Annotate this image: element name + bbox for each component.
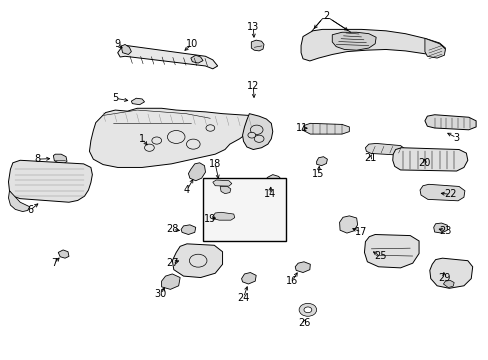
Polygon shape <box>424 39 445 58</box>
Text: 16: 16 <box>285 276 298 286</box>
Text: 22: 22 <box>443 189 456 199</box>
Polygon shape <box>58 250 69 258</box>
Text: 8: 8 <box>34 154 40 164</box>
Polygon shape <box>131 98 144 105</box>
Polygon shape <box>172 244 222 278</box>
Polygon shape <box>212 212 234 220</box>
Text: 12: 12 <box>246 81 259 91</box>
Circle shape <box>250 125 263 134</box>
Text: 9: 9 <box>114 40 121 49</box>
Text: 30: 30 <box>154 289 166 299</box>
Polygon shape <box>301 30 445 61</box>
Polygon shape <box>121 44 131 54</box>
Polygon shape <box>220 186 230 194</box>
Text: 4: 4 <box>183 185 190 195</box>
Circle shape <box>254 135 264 142</box>
Polygon shape <box>260 175 284 206</box>
Polygon shape <box>365 143 405 155</box>
Circle shape <box>152 137 161 144</box>
Text: 19: 19 <box>204 214 216 224</box>
Bar <box>47 176 58 187</box>
Text: 1: 1 <box>139 134 145 144</box>
Text: 7: 7 <box>51 258 57 268</box>
Polygon shape <box>364 234 418 268</box>
Polygon shape <box>443 280 453 288</box>
Text: 11: 11 <box>295 123 307 133</box>
Polygon shape <box>302 123 348 134</box>
Text: 5: 5 <box>112 93 118 103</box>
Polygon shape <box>118 45 217 69</box>
Text: 15: 15 <box>312 168 324 179</box>
Polygon shape <box>188 163 205 181</box>
Text: 10: 10 <box>185 40 198 49</box>
Text: 13: 13 <box>246 22 259 32</box>
Text: 29: 29 <box>437 273 449 283</box>
Text: 25: 25 <box>373 251 386 261</box>
Circle shape <box>144 144 154 151</box>
Polygon shape <box>316 157 327 166</box>
Polygon shape <box>89 108 259 167</box>
Text: 3: 3 <box>453 133 459 143</box>
Polygon shape <box>241 273 256 284</box>
Bar <box>64 176 75 187</box>
Polygon shape <box>8 191 30 212</box>
Circle shape <box>205 125 214 131</box>
Polygon shape <box>53 154 67 163</box>
Bar <box>203 178 285 241</box>
Polygon shape <box>339 216 357 233</box>
Polygon shape <box>392 148 467 171</box>
Polygon shape <box>161 274 180 289</box>
Polygon shape <box>331 32 375 50</box>
Text: 28: 28 <box>166 225 178 234</box>
Text: 24: 24 <box>237 293 249 303</box>
Polygon shape <box>212 180 231 186</box>
Text: 6: 6 <box>27 206 33 216</box>
Circle shape <box>299 303 316 316</box>
Polygon shape <box>190 55 203 63</box>
Circle shape <box>186 139 200 149</box>
Text: 2: 2 <box>323 11 329 21</box>
Polygon shape <box>242 114 272 149</box>
Polygon shape <box>419 184 464 201</box>
Text: 21: 21 <box>364 153 376 163</box>
Polygon shape <box>424 115 475 130</box>
Polygon shape <box>429 258 472 288</box>
Polygon shape <box>295 262 310 273</box>
Text: 20: 20 <box>418 158 430 168</box>
Polygon shape <box>181 225 195 234</box>
Polygon shape <box>433 223 447 233</box>
Bar <box>30 176 41 187</box>
Text: 26: 26 <box>297 318 309 328</box>
Circle shape <box>247 132 255 138</box>
Text: 27: 27 <box>166 258 178 268</box>
Polygon shape <box>8 160 92 202</box>
Text: 14: 14 <box>263 189 275 199</box>
Circle shape <box>304 307 311 313</box>
Circle shape <box>189 254 206 267</box>
Text: 23: 23 <box>438 226 450 236</box>
Text: 17: 17 <box>355 227 367 237</box>
Text: 18: 18 <box>209 159 221 169</box>
Circle shape <box>167 131 184 143</box>
Polygon shape <box>251 40 264 51</box>
